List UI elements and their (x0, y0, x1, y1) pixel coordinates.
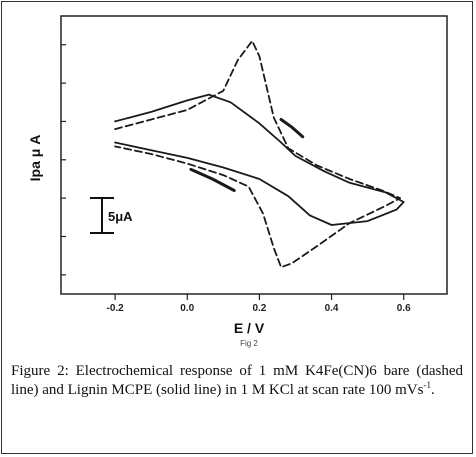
x-tick-label: -0.2 (106, 303, 124, 314)
series-layer (114, 40, 405, 269)
x-tick-label: 0.4 (325, 303, 339, 314)
x-tick-label: 0.0 (180, 303, 194, 314)
scan-direction-mark (189, 167, 236, 192)
x-tick-label: 0.2 (252, 303, 266, 314)
caption-end: . (430, 382, 435, 398)
current-scale-bar (90, 197, 114, 234)
solid-series-line (114, 93, 405, 226)
y-axis-ticks (61, 44, 66, 276)
caption-text: Electrochemical response of 1 mM K4Fe(CN… (11, 363, 463, 398)
scale-bar-label: 5μA (108, 209, 133, 224)
plot-area-border (60, 15, 448, 295)
y-axis-label: Ipa μ A (27, 135, 43, 182)
panel-label: Fig 2 (240, 339, 258, 348)
x-tick-label: 0.6 (397, 303, 411, 314)
figure-caption: Figure 2: Electrochemical response of 1 … (11, 362, 463, 400)
cyclic-voltammogram-chart: -0.2 0.0 0.2 0.4 0.6 5μA Ipa μ A E / V Fig 2 (27, 15, 448, 348)
scan-direction-mark (279, 118, 305, 139)
caption-label: Figure 2: (11, 363, 69, 379)
x-axis-label: E / V (234, 320, 265, 336)
x-axis-ticks: -0.2 0.0 0.2 0.4 0.6 (106, 294, 411, 314)
dashed-series-line (114, 40, 402, 269)
caption-superscript: -1 (423, 380, 431, 390)
